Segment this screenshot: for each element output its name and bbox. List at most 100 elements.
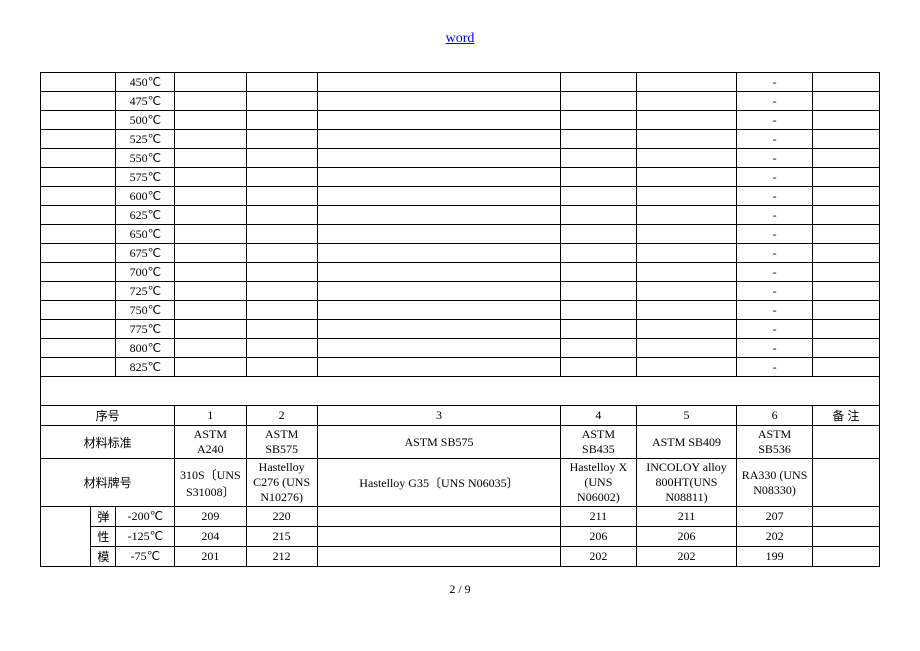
cell: -: [737, 168, 813, 187]
cell: [636, 244, 737, 263]
cell: [561, 301, 637, 320]
table-row: 775℃-: [41, 320, 880, 339]
cell: -: [737, 92, 813, 111]
page-number: 2 / 9: [40, 582, 880, 597]
row-head-blank: [41, 149, 116, 168]
cell: [246, 111, 317, 130]
cell: 207: [737, 507, 813, 527]
remark-cell: [812, 149, 879, 168]
grade-3: Hastelloy G35〔UNS N06035〕: [317, 459, 560, 507]
table-row: 550℃-: [41, 149, 880, 168]
cell: [561, 339, 637, 358]
row-head-blank: [41, 244, 116, 263]
cell: 202: [636, 547, 737, 567]
std-5: ASTM SB409: [636, 426, 737, 459]
cell: [317, 507, 560, 527]
row-head-blank: [41, 111, 116, 130]
cell: [636, 92, 737, 111]
cell: 220: [246, 507, 317, 527]
cell: [561, 92, 637, 111]
temp-cell: 450℃: [116, 73, 175, 92]
cell: [175, 206, 246, 225]
std-4: ASTM SB435: [561, 426, 637, 459]
cell: [317, 111, 560, 130]
cell: [175, 282, 246, 301]
cell: -: [737, 225, 813, 244]
remark-cell: [812, 263, 879, 282]
seq-5: 5: [636, 406, 737, 426]
temp-cell: 675℃: [116, 244, 175, 263]
remark-cell: [812, 225, 879, 244]
cell: 209: [175, 507, 246, 527]
cell: [561, 320, 637, 339]
cell: [175, 244, 246, 263]
cell: [636, 263, 737, 282]
cell: [246, 130, 317, 149]
row-head-blank: [41, 358, 116, 377]
cell: [636, 358, 737, 377]
cell: -: [737, 206, 813, 225]
table-row: 825℃-: [41, 358, 880, 377]
remark-cell: [812, 111, 879, 130]
cell: -: [737, 358, 813, 377]
word-link[interactable]: word: [446, 31, 475, 46]
row-head-blank: [41, 320, 116, 339]
row-head-blank: [41, 187, 116, 206]
remark-cell: [812, 168, 879, 187]
cell: 202: [737, 527, 813, 547]
cell: [246, 225, 317, 244]
cell: [561, 168, 637, 187]
cell: [317, 73, 560, 92]
table-row: 625℃-: [41, 206, 880, 225]
cell: [636, 225, 737, 244]
cell: [175, 301, 246, 320]
elastic-char-3: 性: [91, 527, 116, 547]
cell: -: [737, 301, 813, 320]
cell: -: [737, 320, 813, 339]
seq-row: 序号 1 2 3 4 5 6 备 注: [41, 406, 880, 426]
table-row: 模-75℃201212202202199: [41, 547, 880, 567]
remark-cell: [812, 92, 879, 111]
remark-cell: [812, 187, 879, 206]
elastic-side-blank: [41, 507, 91, 567]
cell: [246, 358, 317, 377]
table-row: 725℃-: [41, 282, 880, 301]
cell: 206: [636, 527, 737, 547]
cell: [317, 263, 560, 282]
cell: -: [737, 130, 813, 149]
grade-1: 310S〔UNS S31008〕: [175, 459, 246, 507]
cell: [636, 282, 737, 301]
std-6: ASTM SB536: [737, 426, 813, 459]
table-row: 弹-200℃209220211211207: [41, 507, 880, 527]
cell: [246, 149, 317, 168]
row-head-blank: [41, 225, 116, 244]
temp-cell: -125℃: [116, 527, 175, 547]
grade-label: 材料牌号: [41, 459, 175, 507]
cell: [317, 320, 560, 339]
std-1: ASTM A240: [175, 426, 246, 459]
cell: [317, 301, 560, 320]
cell: [317, 282, 560, 301]
cell: [636, 73, 737, 92]
cell: -: [737, 339, 813, 358]
table-row: 450℃-: [41, 73, 880, 92]
cell: [246, 206, 317, 225]
main-table: 450℃-475℃-500℃-525℃-550℃-575℃-600℃-625℃-…: [40, 72, 880, 567]
seq-2: 2: [246, 406, 317, 426]
cell: [317, 225, 560, 244]
std-3: ASTM SB575: [317, 426, 560, 459]
table-row: 800℃-: [41, 339, 880, 358]
cell: [636, 130, 737, 149]
seq-4: 4: [561, 406, 637, 426]
cell: [175, 92, 246, 111]
cell: [246, 282, 317, 301]
cell: [636, 187, 737, 206]
remark-grade: [812, 459, 879, 507]
temp-cell: -75℃: [116, 547, 175, 567]
cell: [317, 168, 560, 187]
cell: [175, 187, 246, 206]
temp-cell: 700℃: [116, 263, 175, 282]
row-head-blank: [41, 282, 116, 301]
cell: [561, 149, 637, 168]
cell: -: [737, 244, 813, 263]
